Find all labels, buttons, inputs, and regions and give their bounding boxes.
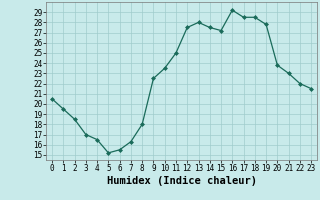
X-axis label: Humidex (Indice chaleur): Humidex (Indice chaleur) bbox=[107, 176, 257, 186]
